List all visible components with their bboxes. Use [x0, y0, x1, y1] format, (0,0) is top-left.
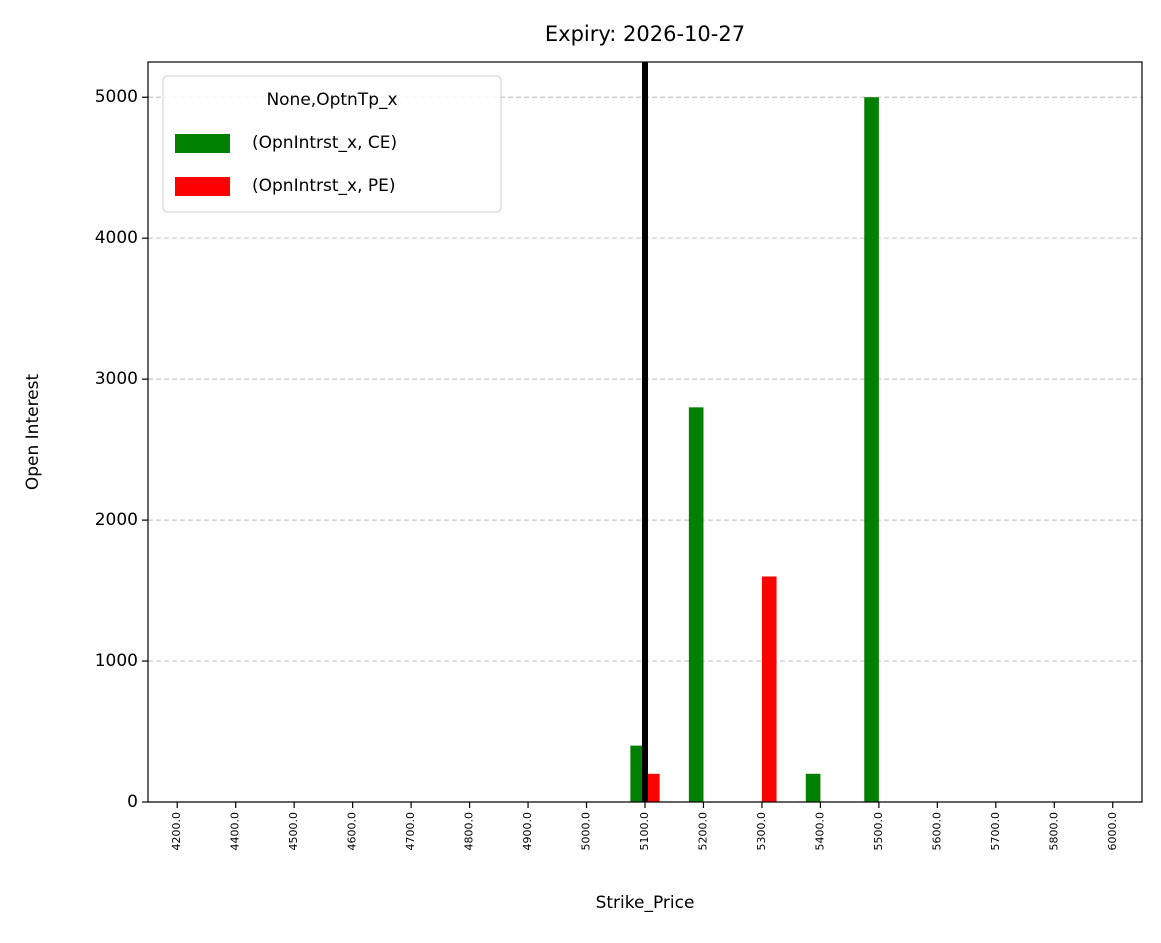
x-tick-label: 4200.0 [170, 812, 183, 851]
legend-label: (OpnIntrst_x, PE) [252, 176, 396, 196]
x-tick-label: 5000.0 [580, 812, 593, 851]
x-tick-label: 5200.0 [696, 812, 709, 851]
y-axis-label: Open Interest [23, 374, 43, 491]
bar [761, 576, 777, 802]
y-tick-label: 1000 [95, 651, 138, 671]
bar [645, 773, 660, 802]
legend-swatch [175, 134, 230, 153]
x-tick-label: 5500.0 [872, 812, 885, 851]
legend-box [162, 75, 502, 213]
x-tick-label: 4500.0 [287, 812, 300, 851]
x-tick-label: 4700.0 [404, 812, 417, 851]
y-tick-label: 4000 [95, 228, 138, 248]
x-tick-label: 4900.0 [521, 812, 534, 851]
legend-title: None,OptnTp_x [266, 90, 397, 110]
x-tick-label: 4600.0 [346, 812, 359, 851]
bar [688, 407, 704, 802]
legend-swatch [175, 177, 230, 196]
chart-title: Expiry: 2026-10-27 [545, 22, 745, 46]
x-tick-label: 5800.0 [1047, 812, 1060, 851]
bar [864, 97, 879, 802]
y-tick-label: 3000 [95, 369, 138, 389]
x-tick-label: 5600.0 [930, 812, 943, 851]
bar [805, 773, 821, 802]
y-tick-label: 0 [127, 792, 138, 812]
x-tick-label: 5700.0 [989, 812, 1002, 851]
x-tick-label: 4800.0 [463, 812, 476, 851]
bar [630, 745, 645, 802]
x-axis-label: Strike_Price [596, 893, 695, 913]
x-tick-label: 5100.0 [638, 812, 651, 851]
x-tick-label: 5300.0 [755, 812, 768, 851]
y-tick-label: 2000 [95, 510, 138, 530]
y-tick-label: 5000 [95, 87, 138, 107]
x-tick-label: 5400.0 [813, 812, 826, 851]
legend-label: (OpnIntrst_x, CE) [252, 133, 397, 153]
x-tick-label: 6000.0 [1106, 812, 1119, 851]
plot-frame [147, 61, 1143, 803]
x-tick-label: 4400.0 [229, 812, 242, 851]
